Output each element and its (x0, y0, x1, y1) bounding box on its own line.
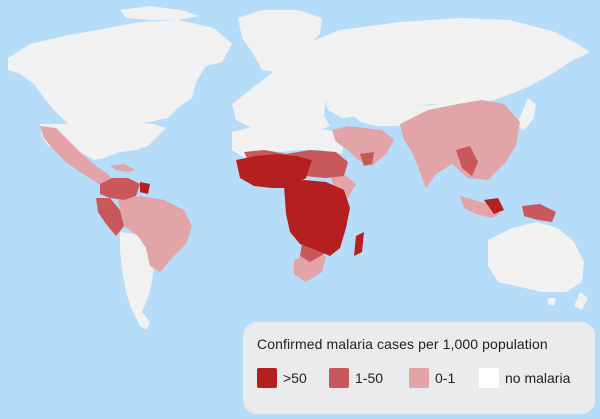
north-america-shape (8, 20, 232, 126)
west-africa-shape (236, 154, 312, 188)
peru-shape (96, 198, 124, 236)
greenland-shape (238, 10, 322, 72)
land-high-cases (140, 154, 504, 256)
colombia-venezuela-shape (100, 178, 140, 200)
legend-swatch-high (257, 368, 277, 388)
myanmar-shape (456, 146, 478, 176)
new-zealand-shape (574, 292, 588, 310)
legend-swatch-low (409, 368, 429, 388)
north-africa-shape (232, 126, 344, 158)
horn-africa-shape (330, 176, 356, 198)
guiana-shape (140, 182, 150, 194)
brazil-shape (118, 196, 192, 272)
legend-items: >50 1-50 0-1 no malaria (257, 368, 585, 388)
new-guinea-shape (522, 204, 556, 222)
legend-label-none: no malaria (505, 370, 571, 386)
legend-swatch-medium (329, 368, 349, 388)
legend-label-high: >50 (283, 370, 307, 386)
madagascar-shape (354, 232, 364, 256)
caribbean-shape (110, 164, 136, 172)
legend-label-medium: 1-50 (355, 370, 384, 386)
southern-africa-shape (294, 252, 326, 282)
central-africa-shape (284, 180, 350, 256)
middle-east-shape (332, 126, 394, 166)
mexico-central-america-shape (40, 126, 118, 192)
russia-shape (300, 18, 590, 118)
yemen-shape (360, 152, 374, 166)
indonesia-shape (460, 196, 500, 218)
legend: Confirmed malaria cases per 1,000 popula… (243, 322, 595, 414)
tasmania-shape (548, 298, 556, 306)
land-no-data (8, 6, 590, 330)
legend-swatch-none (479, 368, 499, 388)
land-low-cases (40, 100, 520, 282)
legend-title: Confirmed malaria cases per 1,000 popula… (257, 336, 548, 352)
southern-cone-shape (120, 232, 154, 330)
arctic-islands-shape (120, 6, 200, 20)
europe-shape (232, 48, 330, 134)
indonesia-high-shape (484, 198, 504, 214)
japan-shape (516, 98, 536, 130)
south-east-asia-shape (400, 100, 520, 188)
australia-shape (488, 222, 584, 292)
legend-label-low: 0-1 (435, 370, 456, 386)
